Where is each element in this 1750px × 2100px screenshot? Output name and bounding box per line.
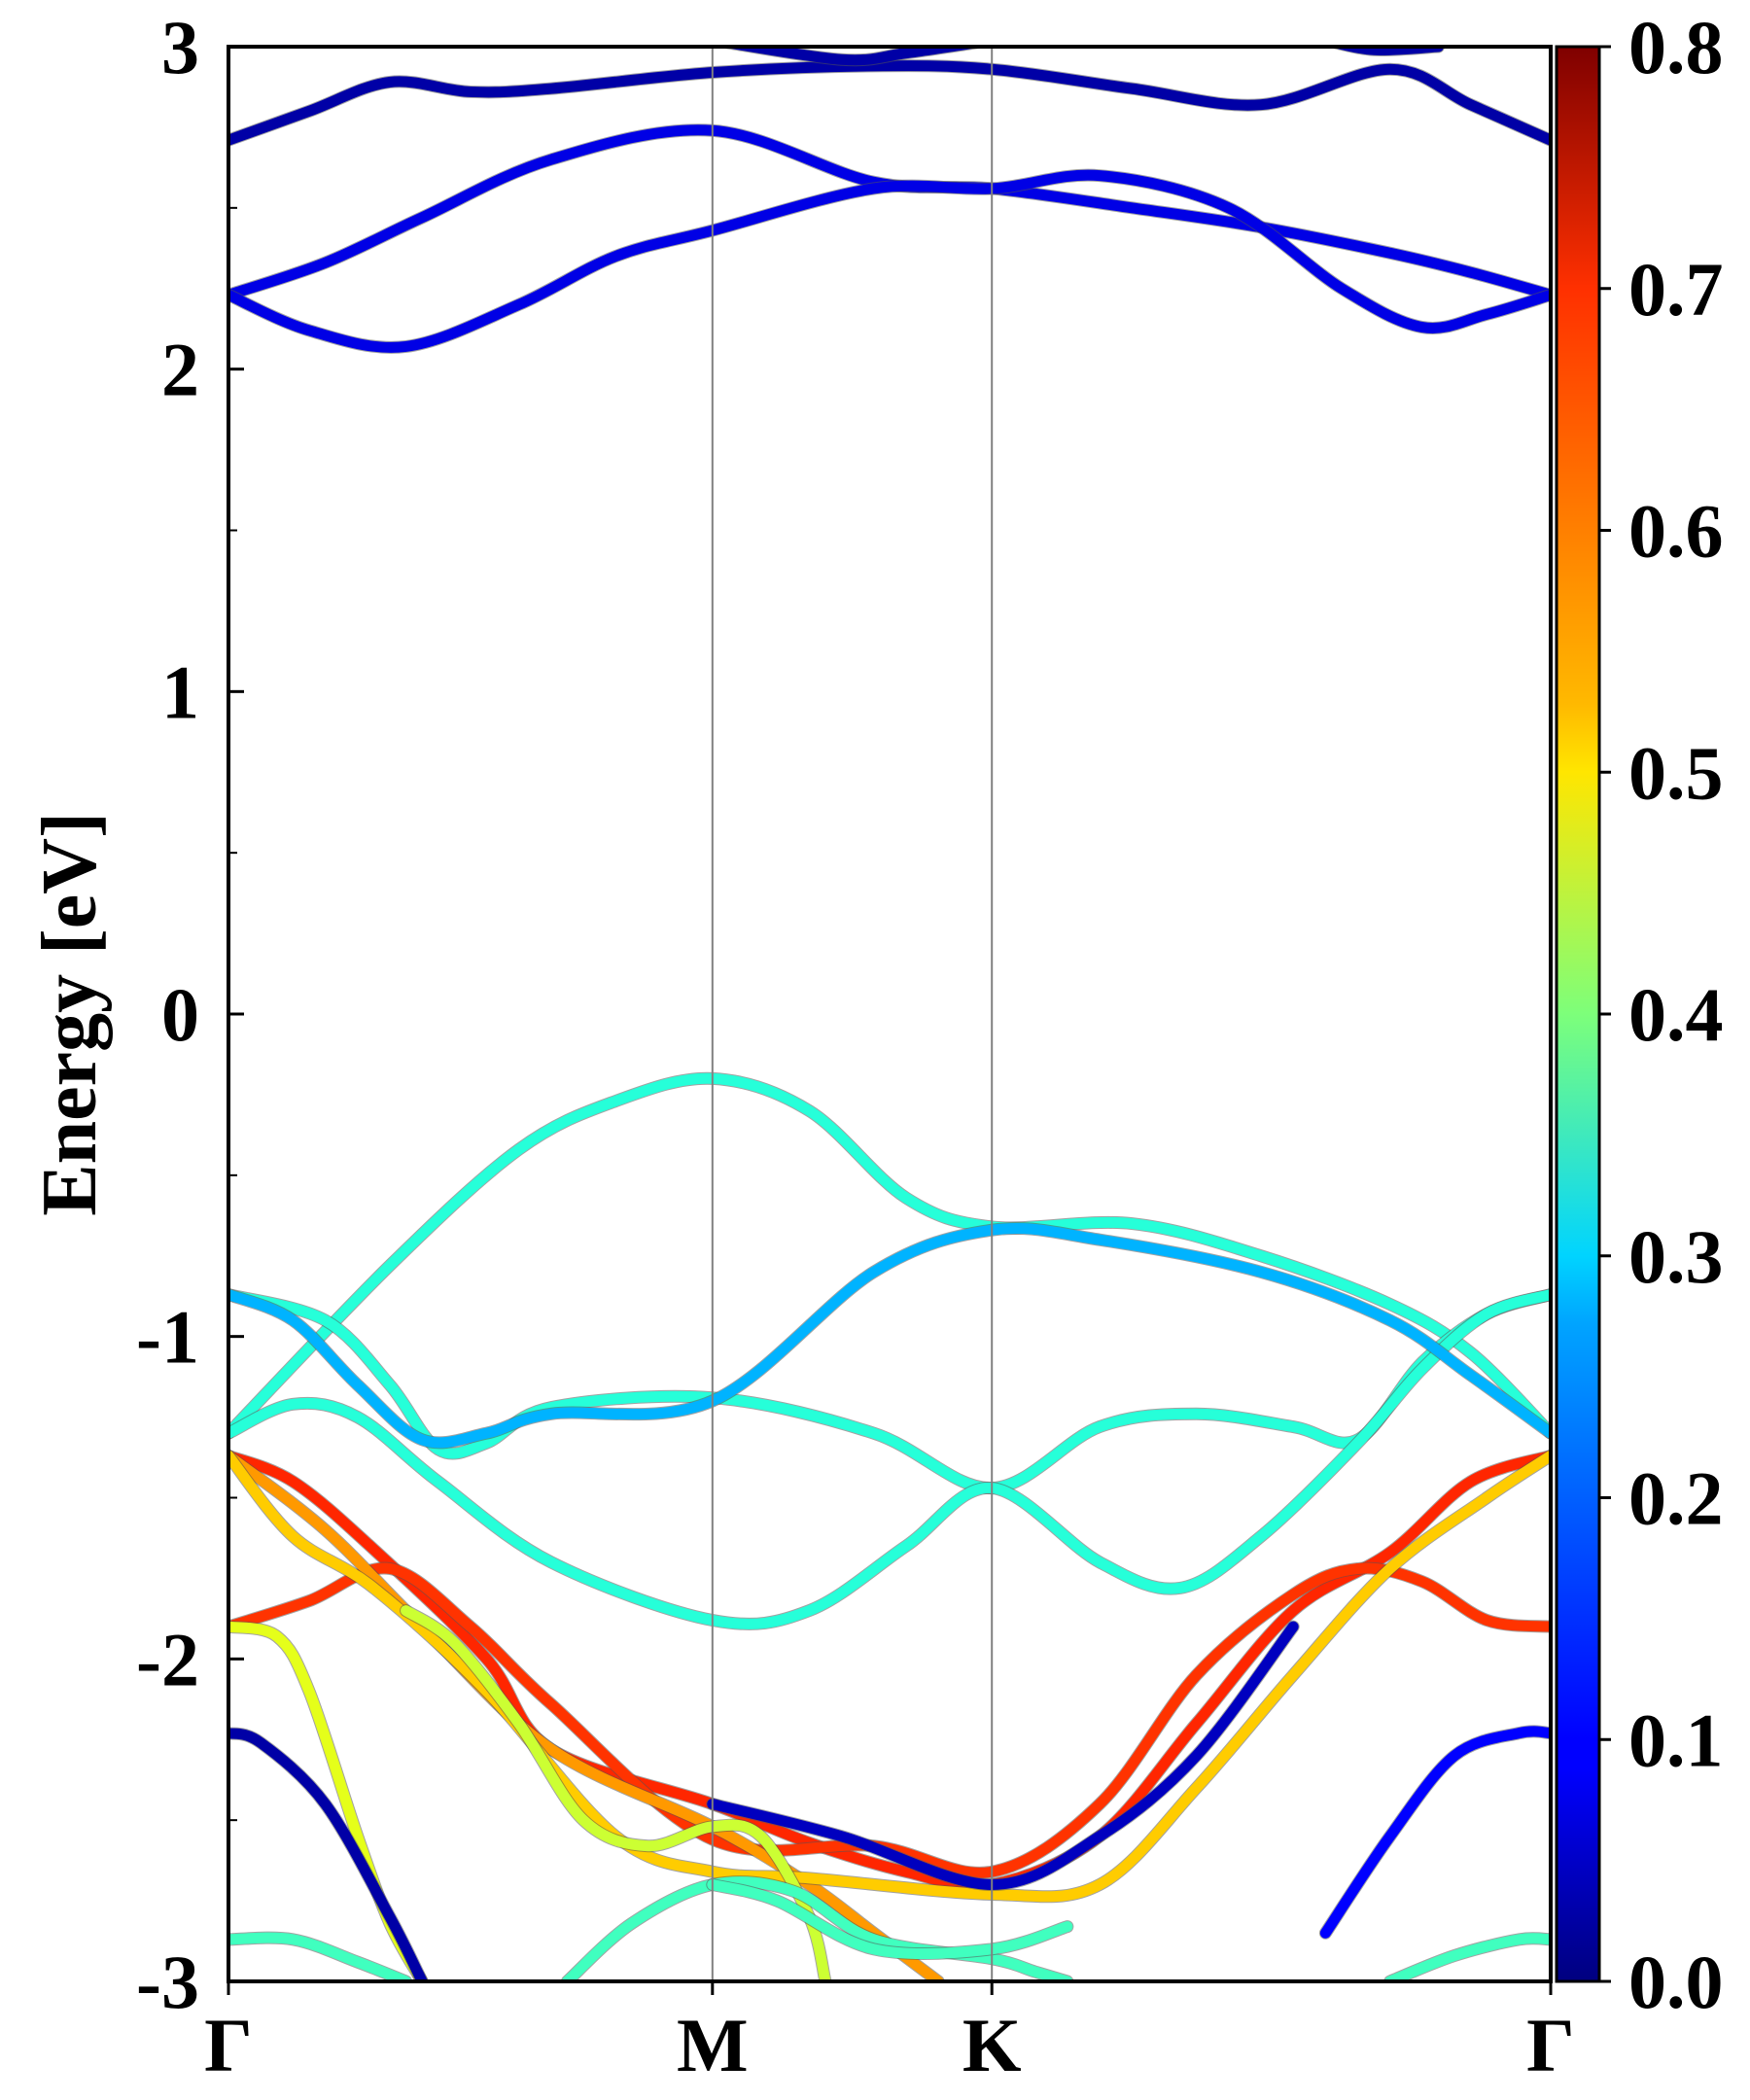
colorbar <box>1555 45 1601 1983</box>
band-line-11 <box>228 1450 944 1981</box>
y-tick-label: -2 <box>136 1617 199 1701</box>
band-line-19 <box>561 1876 1073 1981</box>
colorbar-tick-label: 0.1 <box>1628 1698 1724 1782</box>
band-line-15 <box>228 1728 428 1981</box>
band-line-5 <box>228 1072 1551 1439</box>
band-line-1 <box>718 47 986 66</box>
band-line-21 <box>1384 1933 1551 1981</box>
y-axis-label: Energy [eV] <box>27 812 113 1215</box>
y-tick-label: 0 <box>161 972 199 1057</box>
band-line-12 <box>228 1450 1551 1903</box>
colorbar-gradient <box>1555 45 1601 1983</box>
x-tick-label: Γ <box>1526 2003 1575 2087</box>
band-line-0 <box>228 60 1551 146</box>
colorbar-tick-label: 0.7 <box>1628 247 1724 332</box>
y-tick-label: -3 <box>136 1940 199 2024</box>
band-line-8 <box>228 1222 1551 1449</box>
x-tick-label: M <box>677 2003 749 2087</box>
y-tick-label: 3 <box>161 5 199 89</box>
colorbar-tick-label: 0.0 <box>1628 1940 1724 2024</box>
y-axis: -3 -2 -1 0 1 2 3 <box>136 5 244 2024</box>
band-outline <box>228 168 1551 354</box>
energy-bands <box>228 47 1551 1981</box>
colorbar-tick-label: 0.6 <box>1628 489 1724 574</box>
band-line-16 <box>707 1621 1299 1890</box>
band-line-7 <box>228 1289 1551 1629</box>
x-tick-label: Γ <box>204 2003 253 2087</box>
band-line-20 <box>707 1879 1073 1960</box>
band-line-10 <box>228 1562 1551 1878</box>
colorbar-ticks: 0.0 0.1 0.2 0.3 0.4 0.5 0.6 0.7 0.8 <box>1599 5 1724 2024</box>
colorbar-tick-label: 0.5 <box>1628 730 1724 815</box>
band-line-3 <box>228 124 1551 300</box>
high-symmetry-lines <box>711 47 994 1981</box>
y-tick-label: 2 <box>161 328 199 412</box>
colorbar-tick-label: 0.8 <box>1628 5 1724 89</box>
band-line-6 <box>228 1289 1551 1494</box>
band-line-9 <box>228 1450 1551 1892</box>
x-tick-label: K <box>962 2003 1022 2087</box>
y-tick-label: 1 <box>161 649 199 734</box>
band-line-18 <box>228 1932 412 1981</box>
colorbar-tick-label: 0.2 <box>1628 1456 1724 1541</box>
band-line-4 <box>228 169 1551 353</box>
band-outline <box>1318 1725 1551 1940</box>
band-outline <box>228 1288 1551 1495</box>
colorbar-tick-label: 0.4 <box>1628 972 1724 1057</box>
band-outline <box>228 1449 1551 1904</box>
band-outline <box>228 1449 1551 1893</box>
band-line-17 <box>1319 1726 1551 1939</box>
y-tick-label: -1 <box>136 1295 199 1380</box>
band-line-14 <box>401 1605 831 1981</box>
colorbar-tick-label: 0.3 <box>1628 1214 1724 1299</box>
